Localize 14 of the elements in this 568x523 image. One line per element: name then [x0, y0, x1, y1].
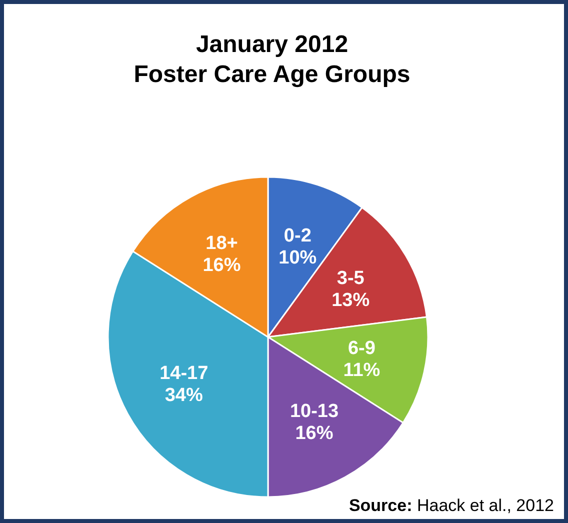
source-note: Source: Haack et al., 2012: [348, 496, 554, 515]
slice-label: 3-5: [336, 268, 365, 290]
data-label: 13%: [332, 290, 370, 312]
data-label: 16%: [295, 423, 334, 444]
data-label: 16%: [202, 254, 241, 276]
slice-label: 6-9: [348, 338, 376, 359]
slice-label: 14-17: [160, 363, 208, 384]
data-label: 11%: [343, 360, 380, 381]
data-label: 10%: [278, 248, 317, 269]
data-label: 34%: [164, 385, 203, 406]
chart-title: January 2012 Foster Care Age Groups: [134, 31, 410, 88]
slice-label: 18+: [206, 232, 238, 254]
slice-label: 10-13: [290, 401, 339, 422]
slice-label: 0-2: [284, 226, 312, 247]
